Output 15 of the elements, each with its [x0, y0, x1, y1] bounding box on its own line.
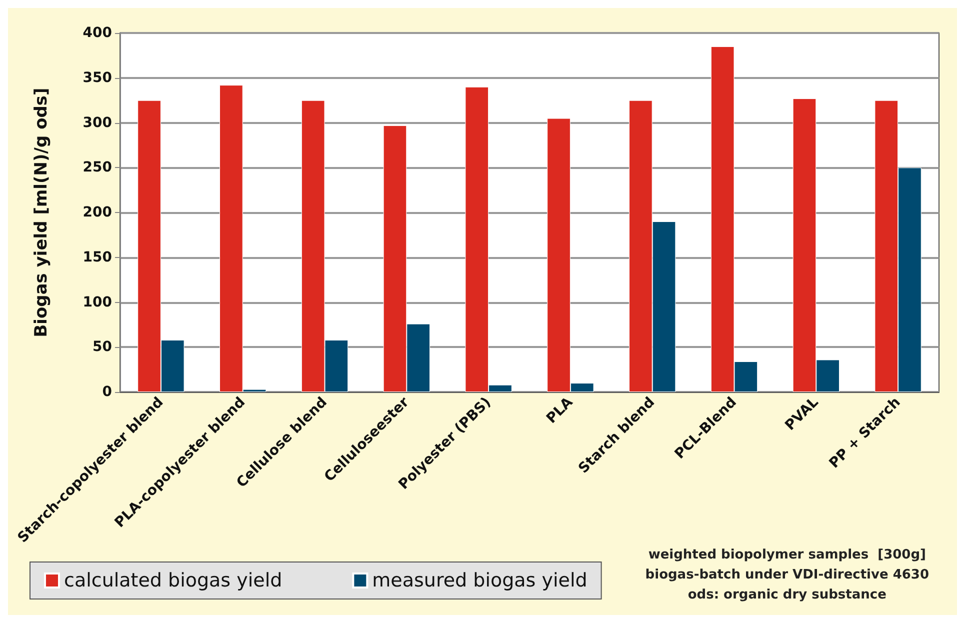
text: ods: organic dry substance	[688, 588, 887, 602]
y-tick-label: 350	[82, 70, 112, 86]
y-tick-label: 0	[102, 384, 112, 400]
y-tick-label: 50	[92, 339, 112, 356]
legend-label: calculated biogas yield	[64, 570, 282, 592]
legend-label: measured biogas yield	[372, 570, 588, 592]
y-tick-label: 150	[82, 249, 112, 266]
text: weighted biopolymer samples [300g]	[648, 548, 926, 562]
y-axis-title: Biogas yield [ml(N)/g ods]	[32, 88, 52, 338]
y-tick-label: 200	[82, 204, 112, 220]
y-tick-label: 400	[82, 25, 112, 41]
y-tick-label: 250	[82, 160, 112, 176]
y-tick-label: 100	[82, 294, 112, 310]
y-tick-label: 300	[82, 114, 112, 131]
text: biogas-batch under VDI-directive 4630	[645, 568, 929, 582]
